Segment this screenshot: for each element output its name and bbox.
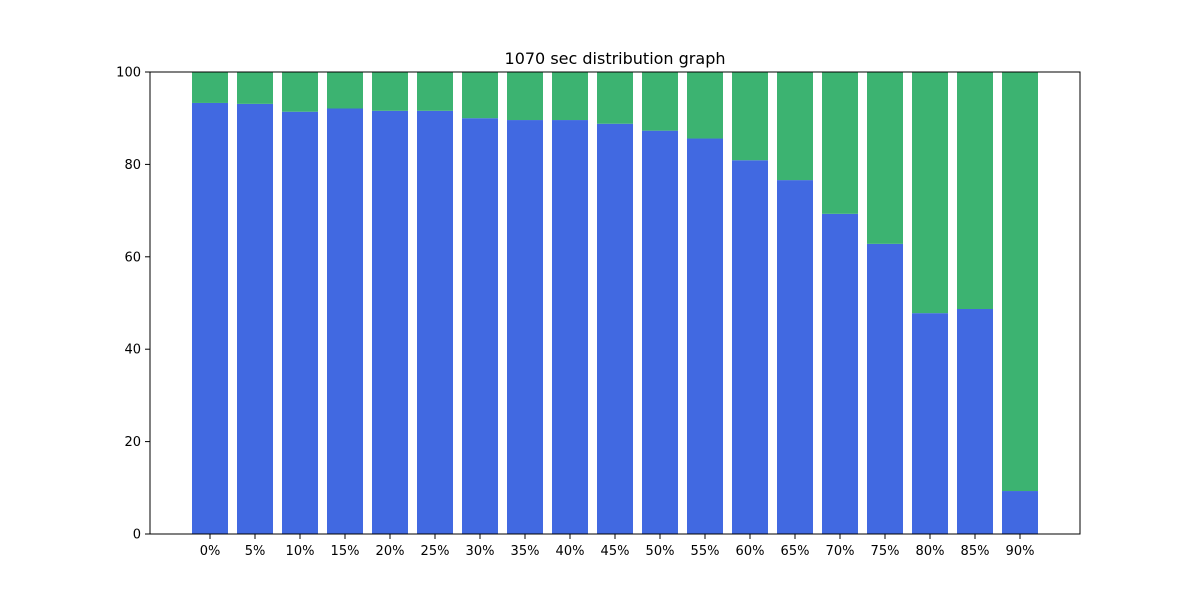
x-tick-label: 15% bbox=[331, 544, 360, 559]
bars-layer bbox=[192, 72, 1038, 534]
y-tick-label: 100 bbox=[116, 66, 141, 81]
bar-lower-2 bbox=[282, 112, 318, 534]
bar-upper-0 bbox=[192, 72, 228, 103]
bar-lower-8 bbox=[552, 120, 588, 534]
bar-lower-16 bbox=[912, 313, 948, 534]
y-tick-label: 0 bbox=[133, 528, 141, 543]
bar-lower-6 bbox=[462, 118, 498, 534]
bar-upper-18 bbox=[1002, 72, 1038, 491]
x-tick-label: 50% bbox=[646, 544, 675, 559]
bar-upper-12 bbox=[732, 72, 768, 160]
y-tick-label: 60 bbox=[124, 250, 141, 265]
bar-lower-15 bbox=[867, 244, 903, 534]
bar-lower-3 bbox=[327, 108, 363, 534]
bar-lower-11 bbox=[687, 139, 723, 534]
bar-upper-3 bbox=[327, 72, 363, 108]
y-tick-label: 80 bbox=[124, 158, 141, 173]
x-tick-label: 40% bbox=[556, 544, 585, 559]
bar-lower-1 bbox=[237, 104, 273, 534]
bar-upper-5 bbox=[417, 72, 453, 111]
x-tick-label: 85% bbox=[961, 544, 990, 559]
bar-upper-7 bbox=[507, 72, 543, 120]
x-tick-label: 80% bbox=[916, 544, 945, 559]
x-tick-label: 10% bbox=[286, 544, 315, 559]
bar-upper-1 bbox=[237, 72, 273, 104]
chart-title: 1070 sec distribution graph bbox=[505, 49, 726, 68]
x-tick-label: 25% bbox=[421, 544, 450, 559]
bar-upper-2 bbox=[282, 72, 318, 112]
bar-lower-4 bbox=[372, 111, 408, 534]
bar-lower-13 bbox=[777, 180, 813, 534]
bar-upper-13 bbox=[777, 72, 813, 180]
bar-upper-15 bbox=[867, 72, 903, 244]
x-tick-label: 20% bbox=[376, 544, 405, 559]
x-tick-label: 75% bbox=[871, 544, 900, 559]
x-tick-label: 0% bbox=[200, 544, 221, 559]
bar-upper-6 bbox=[462, 72, 498, 118]
bar-upper-10 bbox=[642, 72, 678, 131]
bar-lower-14 bbox=[822, 214, 858, 534]
bar-lower-12 bbox=[732, 160, 768, 534]
x-tick-label: 90% bbox=[1006, 544, 1035, 559]
bar-lower-18 bbox=[1002, 491, 1038, 534]
bar-upper-17 bbox=[957, 72, 993, 309]
x-tick-label: 45% bbox=[601, 544, 630, 559]
x-tick-label: 55% bbox=[691, 544, 720, 559]
bar-upper-9 bbox=[597, 72, 633, 124]
x-tick-label: 5% bbox=[245, 544, 266, 559]
y-tick-label: 40 bbox=[124, 343, 141, 358]
x-tick-label: 60% bbox=[736, 544, 765, 559]
bar-lower-9 bbox=[597, 124, 633, 534]
bar-upper-16 bbox=[912, 72, 948, 313]
x-tick-label: 70% bbox=[826, 544, 855, 559]
bar-lower-7 bbox=[507, 120, 543, 534]
bar-upper-8 bbox=[552, 72, 588, 120]
x-tick-label: 35% bbox=[511, 544, 540, 559]
bar-lower-5 bbox=[417, 111, 453, 534]
bar-upper-11 bbox=[687, 72, 723, 139]
bar-lower-17 bbox=[957, 309, 993, 534]
bar-lower-10 bbox=[642, 131, 678, 534]
bar-upper-4 bbox=[372, 72, 408, 111]
bar-upper-14 bbox=[822, 72, 858, 214]
x-tick-label: 65% bbox=[781, 544, 810, 559]
y-tick-label: 20 bbox=[124, 435, 141, 450]
x-tick-label: 30% bbox=[466, 544, 495, 559]
bar-lower-0 bbox=[192, 103, 228, 534]
